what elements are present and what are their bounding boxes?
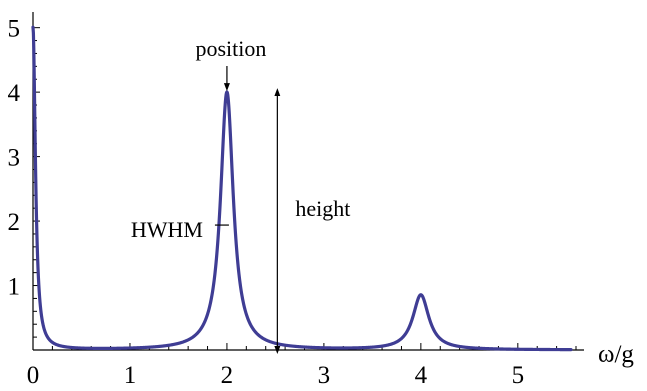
x-tick-label: 4 (415, 362, 428, 389)
x-tick-label: 3 (318, 362, 331, 389)
y-tick-label: 4 (8, 80, 21, 107)
x-tick-label: 0 (27, 362, 40, 389)
x-tick-label: 2 (221, 362, 234, 389)
x-tick-label: 1 (124, 362, 137, 389)
y-tick-label: 3 (8, 145, 21, 172)
position-annotation: position (195, 36, 266, 61)
annotations: position height HWHM (131, 36, 350, 354)
series-line (31, 25, 573, 352)
y-tick-label: 2 (8, 209, 21, 236)
height-annotation: height (295, 196, 350, 221)
hwhm-annotation: HWHM (131, 217, 203, 242)
axes (32, 12, 584, 351)
y-tick-label: 5 (8, 16, 21, 43)
series-layer (31, 25, 573, 352)
x-ticks: 0 1 2 3 4 5 (27, 343, 577, 389)
y-tick-label: 1 (8, 274, 21, 301)
y-ticks: 1 2 3 4 5 (8, 16, 40, 338)
x-tick-label: 5 (512, 362, 525, 389)
x-axis-label: ω/g (598, 341, 634, 368)
